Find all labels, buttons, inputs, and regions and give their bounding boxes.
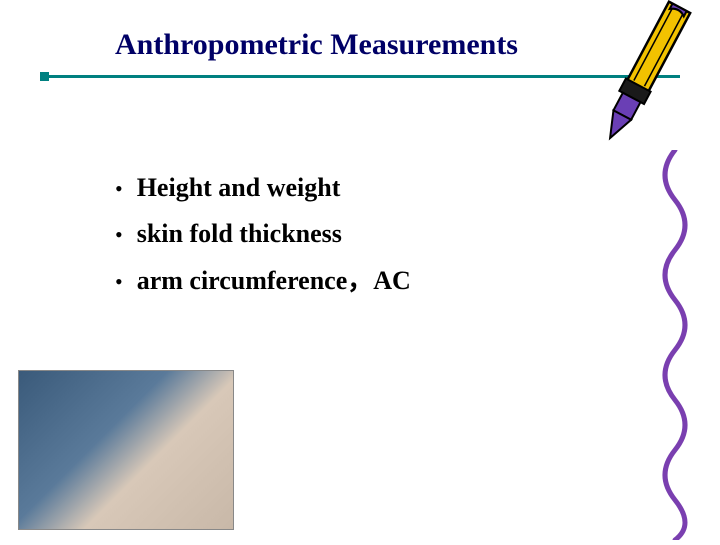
bullet-icon: • <box>115 178 123 200</box>
title-underline <box>40 72 680 84</box>
bullet-list: • Height and weight • skin fold thicknes… <box>115 170 411 309</box>
bullet-text: skin fold thickness <box>137 216 342 252</box>
underline-bar <box>40 75 680 78</box>
bullet-text: arm circumference，AC <box>137 263 411 299</box>
list-item: • arm circumference，AC <box>115 263 411 299</box>
bullet-icon: • <box>115 271 123 293</box>
squiggle-decoration <box>650 150 700 545</box>
bullet-icon: • <box>115 224 123 246</box>
underline-square <box>40 72 49 81</box>
list-item: • Height and weight <box>115 170 411 206</box>
slide-title: Anthropometric Measurements <box>115 28 518 62</box>
crayon-icon <box>592 0 702 165</box>
list-item: • skin fold thickness <box>115 216 411 252</box>
arm-measurement-photo <box>18 370 234 530</box>
bullet-text: Height and weight <box>137 170 341 206</box>
